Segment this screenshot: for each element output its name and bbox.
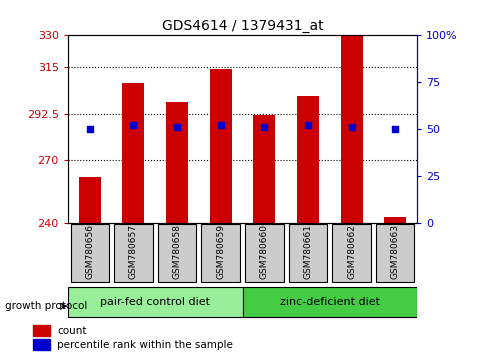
Bar (157, 224, 196, 282)
Bar (244, 224, 283, 282)
Text: zinc-deficient diet: zinc-deficient diet (279, 297, 379, 307)
Point (391, 126, 398, 132)
Bar (33, 339, 50, 350)
Point (129, 122, 137, 128)
Bar (242, 287, 416, 317)
Title: GDS4614 / 1379431_at: GDS4614 / 1379431_at (161, 19, 323, 33)
Text: pair-fed control diet: pair-fed control diet (100, 297, 210, 307)
Bar (68, 287, 242, 317)
Point (303, 122, 311, 128)
Point (216, 122, 224, 128)
Point (86, 126, 93, 132)
Bar (201, 224, 240, 282)
Text: growth protocol: growth protocol (5, 301, 87, 311)
Text: GSM780658: GSM780658 (172, 224, 181, 279)
Text: percentile rank within the sample: percentile rank within the sample (57, 340, 232, 350)
Bar (332, 224, 370, 282)
Bar (33, 325, 50, 336)
Text: GSM780660: GSM780660 (259, 224, 268, 279)
Bar (78, 177, 101, 223)
Text: GSM780657: GSM780657 (129, 224, 137, 279)
Bar (340, 35, 362, 223)
Text: GSM780656: GSM780656 (85, 224, 94, 279)
Text: GSM780662: GSM780662 (347, 224, 355, 279)
Bar (253, 115, 275, 223)
Bar (296, 96, 318, 223)
Bar (375, 224, 414, 282)
Bar (383, 217, 405, 223)
Bar (166, 102, 188, 223)
Point (260, 125, 268, 130)
Text: GSM780659: GSM780659 (216, 224, 225, 279)
Text: count: count (57, 326, 86, 336)
Text: GSM780661: GSM780661 (303, 224, 312, 279)
Bar (209, 69, 231, 223)
Bar (122, 83, 144, 223)
Point (173, 125, 181, 130)
Bar (114, 224, 152, 282)
Point (347, 125, 355, 130)
Text: GSM780663: GSM780663 (390, 224, 399, 279)
Bar (70, 224, 109, 282)
Bar (288, 224, 327, 282)
